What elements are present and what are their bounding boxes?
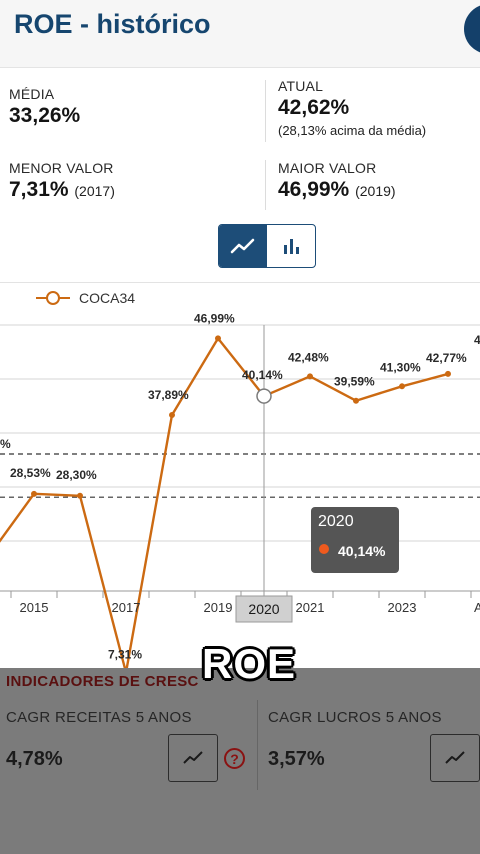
roe-history-card: ROE - histórico MÉDIA 33,26% ATUAL 42,62…: [0, 0, 480, 668]
indicator-label-lucros: CAGR LUCROS 5 ANOS: [268, 709, 442, 726]
receitas-chart-button[interactable]: [168, 734, 218, 782]
data-label: 42,77%: [426, 351, 467, 365]
legend-label: COCA34: [79, 290, 135, 306]
stat-note: (2019): [355, 183, 396, 199]
data-label: 28,53%: [10, 466, 51, 480]
x-tick-label-highlight: 2020: [248, 601, 279, 617]
stat-value: 7,31% (2017): [9, 178, 115, 202]
x-tick-label: 2019: [204, 600, 233, 615]
data-label: 42,48%: [288, 350, 329, 364]
x-tick-label: 2021: [296, 600, 325, 615]
indicator-divider: [257, 700, 258, 790]
data-point: [169, 412, 175, 419]
legend-marker: [46, 291, 60, 305]
series-line: [0, 337, 449, 668]
stat-label: ATUAL: [278, 78, 324, 94]
highlight-point: [256, 388, 272, 404]
stat-label: MÉDIA: [9, 86, 55, 102]
stat-maior: MAIOR VALOR 46,99% (2019): [278, 160, 396, 202]
stat-label: MAIOR VALOR: [278, 160, 377, 176]
chart-type-toggle: [218, 224, 316, 268]
bar-chart-icon: [284, 239, 299, 254]
indicator-value-receitas: 4,78%: [6, 748, 63, 770]
line-chart-icon: [183, 751, 203, 764]
data-point: [399, 383, 405, 390]
data-label: 28,30%: [56, 468, 97, 482]
stat-media: MÉDIA 33,26%: [9, 86, 80, 128]
line-chart-icon: [230, 238, 255, 254]
data-label: 37,89%: [148, 388, 189, 402]
indicator-label-receitas: CAGR RECEITAS 5 ANOS: [6, 709, 192, 726]
x-tick-label: 2023: [388, 600, 417, 615]
data-label-partial: 4: [474, 333, 480, 347]
data-label-partial: %: [0, 437, 11, 451]
lucros-chart-button[interactable]: [430, 734, 480, 782]
video-caption: ROE: [202, 640, 297, 687]
stat-sub: (28,13% acima da média): [278, 123, 427, 138]
data-point: [307, 373, 313, 380]
data-label: 40,14%: [242, 368, 283, 382]
stat-divider: [265, 160, 266, 210]
roe-line-chart: COCA34 28,53% 28,30% 7,31% 37,89% 46,99% 40,14…: [0, 282, 480, 668]
stat-label: MENOR VALOR: [9, 160, 114, 176]
stat-value-number: 46,99%: [278, 178, 350, 201]
help-icon[interactable]: ?: [224, 748, 245, 769]
data-label: 39,59%: [334, 375, 375, 389]
stat-value: 46,99% (2019): [278, 178, 396, 202]
data-point: [31, 490, 37, 497]
data-label: 7,31%: [108, 648, 142, 662]
bar-view-button[interactable]: [267, 225, 315, 267]
card-header: ROE - histórico: [0, 0, 480, 68]
data-label: 46,99%: [194, 311, 235, 325]
stat-note: (2017): [74, 183, 115, 199]
stat-value: 42,62%: [278, 96, 350, 119]
indicators-section-title: INDICADORES DE CRESC: [6, 673, 199, 690]
stat-menor: MENOR VALOR 7,31% (2017): [9, 160, 115, 202]
highlight-x-label-bg: [235, 595, 293, 623]
data-point: [215, 335, 221, 342]
tooltip-series-dot: [319, 544, 329, 554]
x-tick-label: 2017: [112, 600, 141, 615]
tooltip-value: 40,14%: [338, 543, 386, 559]
chart-svg: COCA34 28,53% 28,30% 7,31% 37,89% 46,99% 40,14…: [0, 290, 480, 668]
chart-tooltip: 2020 40,14%: [311, 507, 399, 573]
line-view-button[interactable]: [219, 225, 267, 267]
stat-divider: [265, 80, 266, 142]
indicator-value-lucros: 3,57%: [268, 748, 325, 770]
tooltip-year: 2020: [318, 513, 354, 530]
line-chart-icon: [445, 751, 465, 764]
x-tick-label: 2015: [20, 600, 49, 615]
stat-atual: ATUAL 42,62% (28,13% acima da média): [278, 78, 426, 138]
data-label: 41,30%: [380, 360, 421, 374]
data-point: [353, 397, 359, 404]
stat-value-number: 7,31%: [9, 178, 69, 201]
data-point: [445, 370, 451, 377]
menu-fab-button[interactable]: [464, 4, 480, 54]
data-point: [77, 492, 83, 499]
page-title: ROE - histórico: [14, 9, 211, 39]
x-tick-label-partial: A: [474, 600, 480, 615]
stat-value: 33,26%: [9, 104, 81, 127]
